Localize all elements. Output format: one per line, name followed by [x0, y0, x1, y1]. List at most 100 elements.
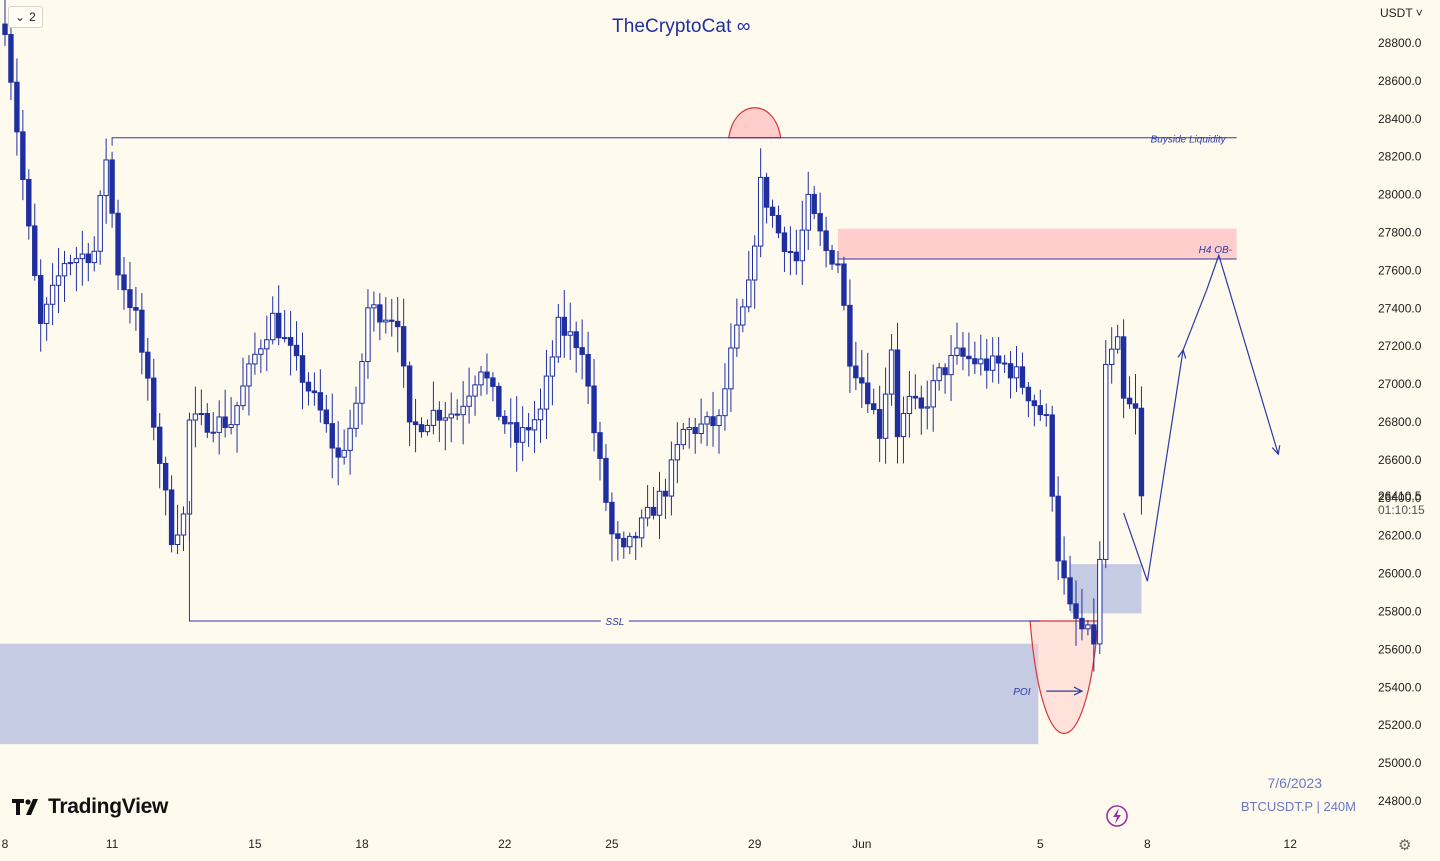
candle-body: [305, 381, 312, 392]
candle-body: [573, 331, 579, 349]
candle-body: [502, 415, 508, 425]
candle-body: [823, 230, 829, 252]
currency-selector[interactable]: USDT ˅: [1380, 6, 1423, 20]
candle-body: [1013, 366, 1020, 379]
candle-body: [603, 457, 609, 503]
candle-body: [954, 347, 960, 356]
candle-body: [627, 535, 633, 548]
candle-body: [2, 23, 8, 35]
candle-body: [930, 380, 936, 408]
candle-body: [888, 349, 895, 395]
candle-body: [781, 232, 788, 252]
candle-body: [734, 324, 740, 349]
y-axis-tick-label: 27200.0: [1378, 339, 1422, 353]
candle-body: [817, 213, 823, 232]
candle-body: [900, 413, 907, 438]
candle-body: [853, 365, 859, 379]
candle-body: [478, 371, 484, 386]
tradingview-logo[interactable]: TradingView: [12, 795, 168, 819]
candle-body: [859, 377, 865, 384]
candle-body: [769, 206, 776, 216]
candle-body: [43, 303, 50, 324]
candle-body: [775, 214, 782, 234]
candle-body: [1019, 366, 1026, 388]
candle-body: [151, 377, 157, 428]
candle-body: [73, 258, 80, 264]
candle-body: [752, 245, 758, 281]
candle-body: [133, 307, 139, 311]
candle-body: [293, 344, 300, 357]
flash-icon: [1106, 805, 1128, 827]
candle-body: [418, 424, 425, 433]
candle-body: [799, 229, 805, 262]
y-axis-tick-label: 26600.0: [1378, 453, 1422, 467]
candle-body: [841, 263, 847, 306]
candle-body: [644, 506, 651, 519]
candle-body: [984, 358, 990, 371]
brand-name: TradingView: [48, 795, 169, 818]
candle-body: [157, 426, 163, 464]
candle-body: [311, 390, 318, 394]
interval-toggle-button[interactable]: ⌄ 2: [8, 6, 43, 28]
candle-body: [26, 178, 32, 227]
candle-body: [585, 353, 591, 387]
candle-body: [252, 353, 258, 365]
candle-body: [127, 289, 133, 309]
candle-body: [829, 250, 835, 265]
candles-group: [2, 0, 1145, 672]
y-axis-tick-label: 26800.0: [1378, 415, 1422, 429]
y-axis-tick-label: 25400.0: [1378, 680, 1422, 694]
candle-body: [674, 444, 681, 461]
candle-body: [519, 427, 526, 443]
candle-body: [508, 422, 514, 425]
candle-body: [650, 506, 657, 516]
candle-body: [210, 431, 216, 434]
candle-body: [668, 459, 675, 497]
candle-body: [662, 490, 669, 497]
candle-body: [692, 427, 698, 435]
candle-body: [882, 393, 889, 439]
candle-body: [85, 253, 91, 264]
candle-body: [555, 316, 562, 358]
candle-body: [757, 176, 764, 247]
candle-body: [121, 274, 127, 291]
candle-body: [621, 537, 627, 548]
candle-body: [1043, 414, 1049, 417]
x-axis-tick-label: 15: [248, 837, 262, 851]
candle-body: [1061, 560, 1067, 579]
candle-body: [299, 355, 306, 383]
candle-body: [918, 397, 924, 409]
candle-body: [424, 424, 431, 433]
candle-body: [1079, 617, 1085, 630]
candle-body: [972, 358, 978, 365]
y-axis-tick-label: 25600.0: [1378, 642, 1422, 656]
candle-body: [109, 159, 115, 214]
tradingview-logo-icon: [12, 799, 38, 815]
candle-body: [258, 348, 264, 355]
liquidity-sweep-arc-top: [728, 107, 782, 139]
candle-body: [1097, 558, 1103, 645]
candle-body: [942, 367, 948, 376]
gear-icon[interactable]: ⚙: [1398, 837, 1412, 854]
candle-body: [67, 262, 74, 265]
candle-body: [228, 424, 234, 428]
candle-body: [793, 251, 800, 262]
candle-body: [347, 427, 353, 451]
candle-body: [186, 419, 193, 515]
chart-watermark-title: TheCryptoCat ∞: [612, 16, 751, 37]
candle-body: [680, 428, 686, 446]
candle-body: [91, 250, 97, 264]
candle-body: [61, 263, 68, 277]
x-axis-tick-label: 29: [748, 837, 762, 851]
poi-label: POI: [1013, 687, 1030, 698]
candle-body: [377, 304, 383, 323]
x-axis-tick-label: 8: [1144, 837, 1151, 851]
candle-body: [341, 449, 347, 458]
candle-body: [716, 415, 722, 427]
y-axis-tick-label: 27400.0: [1378, 301, 1422, 315]
candle-body: [1120, 336, 1127, 399]
candle-body: [847, 304, 853, 367]
y-axis-tick-label: 28600.0: [1378, 74, 1422, 88]
